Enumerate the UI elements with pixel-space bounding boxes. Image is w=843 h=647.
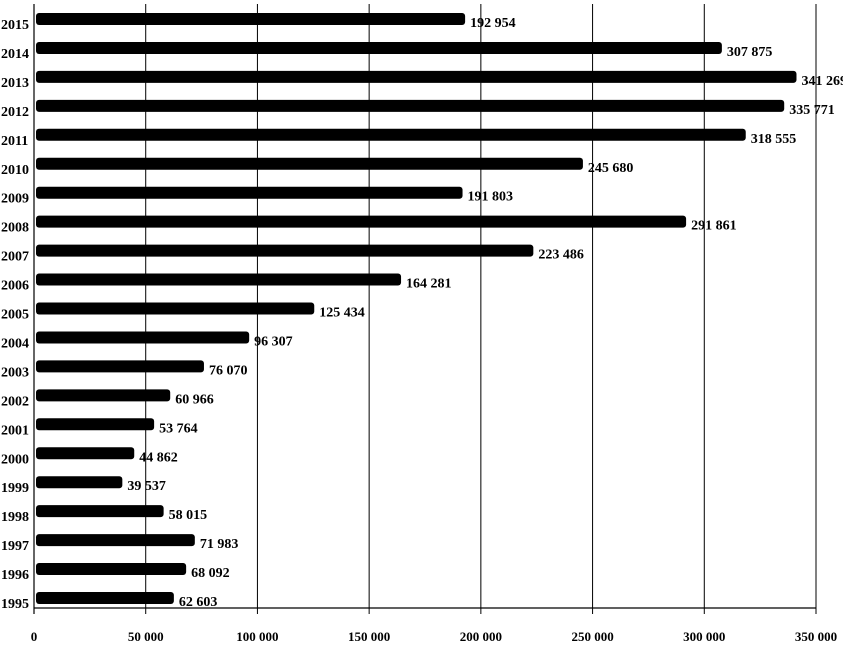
axis-layer	[33, 4, 817, 614]
year-label-2004: 2004	[1, 336, 29, 351]
bar-2010	[36, 157, 583, 170]
year-label-2003: 2003	[1, 365, 29, 380]
year-label-2011: 2011	[1, 134, 28, 149]
value-label-2014: 307 875	[727, 45, 773, 60]
value-label-1997: 71 983	[200, 537, 239, 552]
year-label-1998: 1998	[1, 510, 29, 525]
year-label-2013: 2013	[1, 76, 29, 91]
year-label-2012: 2012	[1, 105, 29, 120]
value-label-2002: 60 966	[175, 392, 214, 407]
year-label-2009: 2009	[1, 192, 29, 207]
value-label-1996: 68 092	[191, 566, 230, 581]
year-label-2007: 2007	[1, 250, 29, 265]
value-label-2013: 341 269	[801, 74, 843, 89]
value-label-2009: 191 803	[468, 190, 514, 205]
value-label-2015: 192 954	[470, 16, 516, 31]
bar-1995	[36, 592, 174, 604]
value-label-2010: 245 680	[588, 161, 634, 176]
label-layer: 0 50 000 100 000 150 000 200 000 250 000 300 0…	[1, 16, 843, 644]
year-label-2002: 2002	[1, 394, 29, 409]
x-tick-label: 300 000	[683, 629, 725, 644]
value-label-2011: 318 555	[751, 132, 797, 147]
bar-2009	[36, 186, 463, 199]
bar-2008	[36, 215, 687, 228]
x-tick-label: 0	[31, 629, 38, 644]
value-label-2003: 76 070	[209, 363, 248, 378]
x-tick-label: 50 000	[128, 629, 164, 644]
year-label-1995: 1995	[1, 597, 29, 612]
bar-2015	[36, 13, 466, 25]
value-label-1999: 39 537	[127, 479, 165, 494]
year-label-2000: 2000	[1, 452, 29, 467]
bar-2012	[36, 99, 785, 112]
bar-2013	[36, 70, 797, 83]
x-tick-label: 100 000	[236, 629, 278, 644]
year-label-2006: 2006	[1, 279, 29, 294]
year-label-2008: 2008	[1, 221, 29, 236]
x-tick-label: 200 000	[460, 629, 502, 644]
year-label-2014: 2014	[1, 47, 29, 62]
year-label-2010: 2010	[1, 163, 29, 178]
bar-2007	[36, 244, 534, 257]
bar-1996	[36, 563, 187, 576]
year-label-1996: 1996	[1, 568, 29, 583]
year-label-2005: 2005	[1, 308, 29, 323]
value-label-2005: 125 434	[319, 306, 365, 321]
year-label-2001: 2001	[1, 423, 29, 438]
value-label-2001: 53 764	[159, 421, 198, 436]
bar-2001	[36, 418, 155, 431]
year-label-2015: 2015	[1, 18, 29, 33]
value-label-2004: 96 307	[254, 334, 293, 349]
value-label-2008: 291 861	[691, 219, 737, 234]
bar-1997	[36, 534, 195, 547]
year-label-1999: 1999	[1, 481, 29, 496]
bar-1999	[36, 476, 123, 489]
bar-2002	[36, 389, 171, 402]
value-label-2006: 164 281	[406, 277, 452, 292]
bar-layer	[36, 13, 797, 604]
x-tick-label: 150 000	[348, 629, 390, 644]
bar-1998	[36, 505, 164, 518]
bar-2003	[36, 360, 204, 373]
x-tick-label: 250 000	[571, 629, 613, 644]
value-label-2012: 335 771	[789, 103, 835, 118]
value-label-1995: 62 603	[179, 595, 218, 610]
bar-2014	[36, 41, 722, 54]
bar-2006	[36, 273, 402, 286]
bar-2004	[36, 331, 250, 344]
x-tick-label: 350 000	[795, 629, 837, 644]
bar-2005	[36, 302, 315, 315]
value-label-1998: 58 015	[169, 508, 208, 523]
bar-2011	[36, 128, 746, 141]
year-label-1997: 1997	[1, 539, 29, 554]
bar-2000	[36, 447, 135, 460]
value-label-2007: 223 486	[538, 248, 584, 263]
value-label-2000: 44 862	[139, 450, 178, 465]
